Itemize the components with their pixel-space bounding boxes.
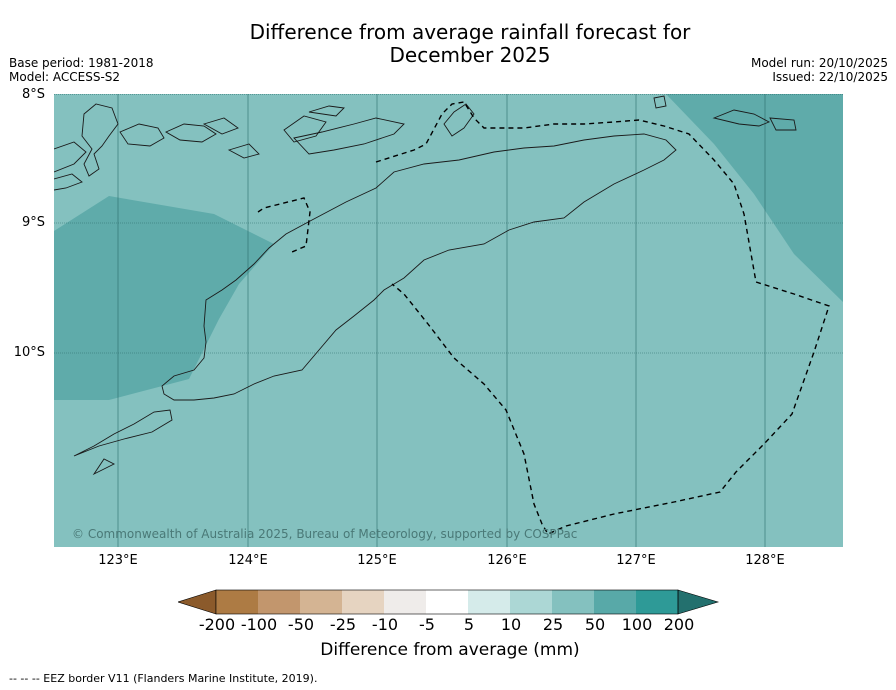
model-run-text: Model run: 20/10/2025	[750, 56, 888, 70]
colorbar-tick: 200	[663, 615, 695, 634]
colorbar-arrow-wet	[677, 589, 720, 615]
lon-label-126e: 126°E	[487, 553, 527, 568]
lon-label-123e: 123°E	[98, 553, 138, 568]
issued-text: Issued: 22/10/2025	[772, 70, 888, 84]
colorbar-tick: -25	[329, 615, 357, 634]
lat-label-9s: 9°S	[21, 215, 45, 230]
colorbar-tick: 25	[542, 615, 564, 634]
colorbar-segment	[636, 590, 678, 614]
colorbar-tick: -10	[371, 615, 399, 634]
lon-label-124e: 124°E	[228, 553, 268, 568]
eez-borders	[257, 101, 830, 535]
colorbar-segment	[426, 590, 468, 614]
chart-title-line2: December 2025	[389, 43, 551, 67]
colorbar-tick: -5	[419, 615, 435, 634]
base-period-text: Base period: 1981-2018	[9, 56, 154, 70]
lon-label-127e: 127°E	[616, 553, 656, 568]
colorbar-segment	[594, 590, 636, 614]
coastlines	[54, 95, 797, 476]
wetter-region-northeast	[666, 94, 843, 302]
lat-label-8s: 8°S	[21, 87, 45, 102]
colorbar-segment	[468, 590, 510, 614]
copyright-text: © Commonwealth of Australia 2025, Bureau…	[72, 527, 577, 541]
colorbar-segment	[552, 590, 594, 614]
lon-label-125e: 125°E	[357, 553, 397, 568]
lon-label-128e: 128°E	[745, 553, 785, 568]
colorbar-tick: 10	[500, 615, 522, 634]
lat-label-10s: 10°S	[13, 345, 45, 360]
forecast-map: © Commonwealth of Australia 2025, Bureau…	[54, 94, 843, 547]
colorbar-arrow-dry	[178, 589, 217, 615]
colorbar-segment	[258, 590, 300, 614]
colorbar-tick: 50	[584, 615, 606, 634]
colorbar-tick: 100	[621, 615, 653, 634]
colorbar-segment	[300, 590, 342, 614]
model-text: Model: ACCESS-S2	[9, 70, 121, 84]
colorbar-tick: 5	[463, 615, 475, 634]
colorbar-tick: -100	[240, 615, 278, 634]
colorbar-label: Difference from average (mm)	[320, 640, 580, 660]
colorbar-tick: -200	[198, 615, 236, 634]
colorbar-segment	[216, 590, 258, 614]
colorbar-segment	[510, 590, 552, 614]
chart-title-line1: Difference from average rainfall forecas…	[249, 20, 691, 44]
graticule	[54, 94, 843, 547]
wetter-region-west	[54, 196, 274, 400]
colorbar-tick: -50	[287, 615, 315, 634]
colorbar-segment	[342, 590, 384, 614]
colorbar	[178, 589, 720, 615]
colorbar-segment	[384, 590, 426, 614]
eez-legend-text: -- -- -- EEZ border V11 (Flanders Marine…	[9, 672, 318, 685]
